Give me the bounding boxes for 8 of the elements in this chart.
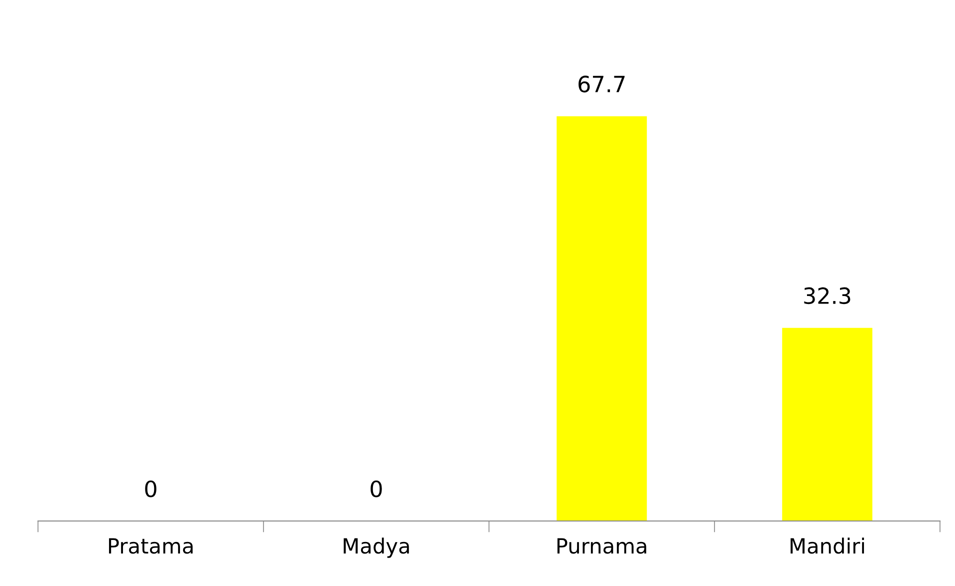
data-label: 67.7 — [578, 76, 625, 92]
data-label: 0 — [145, 480, 156, 498]
data-label: 0 — [370, 480, 382, 498]
x-tick-label: Mandiri — [790, 538, 864, 554]
x-tick-label: Purnama — [557, 538, 646, 554]
x-tick-label: Madya — [344, 538, 409, 558]
x-tick-label: Pratama — [109, 538, 193, 554]
data-label: 32.3 — [804, 287, 850, 304]
